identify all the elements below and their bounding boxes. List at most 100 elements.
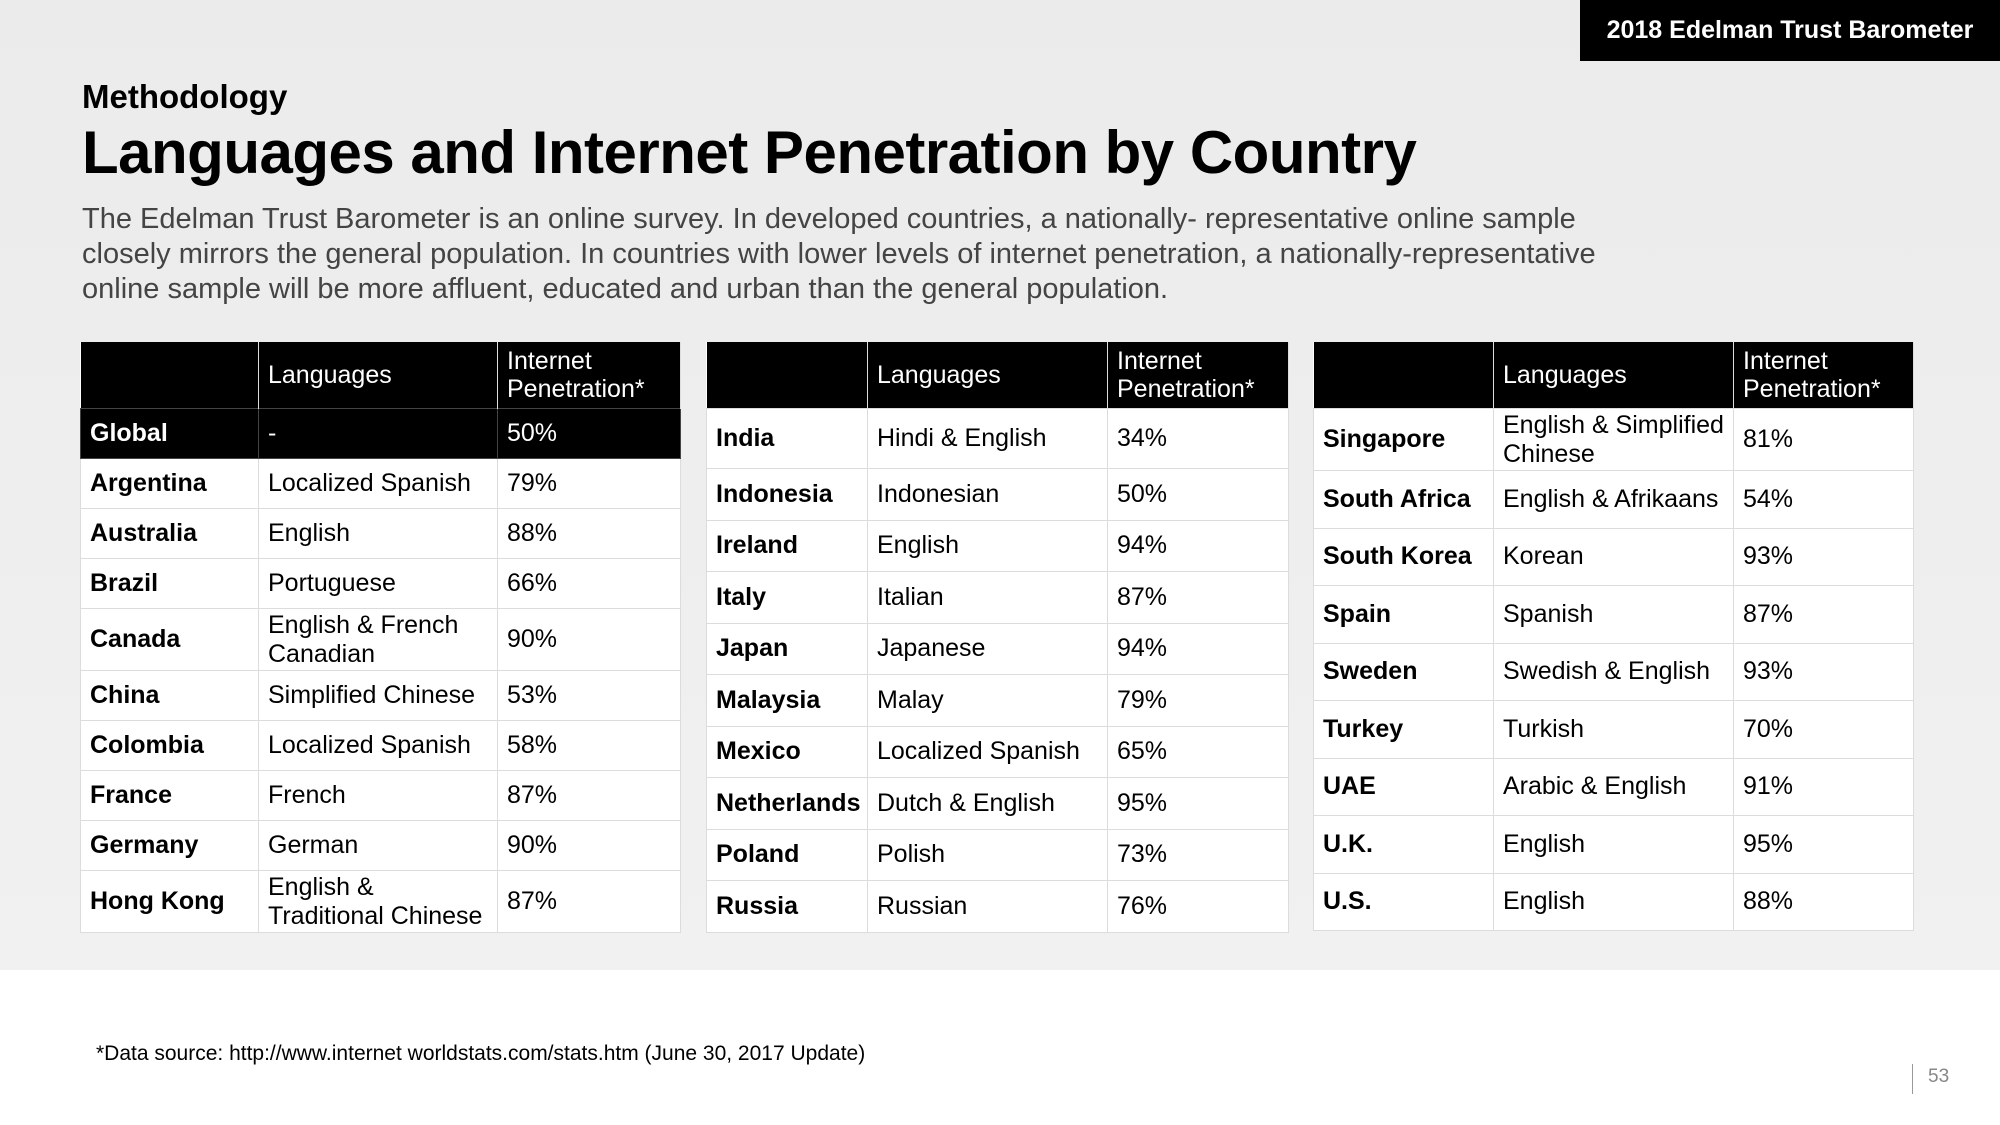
languages-cell: Swedish & English bbox=[1493, 642, 1734, 701]
country-cell: U.S. bbox=[1313, 872, 1494, 931]
header-country bbox=[80, 342, 259, 409]
languages-cell: Turkish bbox=[1493, 700, 1734, 759]
penetration-cell: 95% bbox=[1107, 777, 1289, 830]
country-cell: Russia bbox=[706, 880, 868, 933]
table-row: France French 87% bbox=[80, 770, 681, 821]
country-cell: Germany bbox=[80, 820, 259, 871]
header-country bbox=[706, 342, 868, 409]
languages-cell: Spanish bbox=[1493, 585, 1734, 644]
table-row: Sweden Swedish & English 93% bbox=[1313, 642, 1914, 701]
country-table-2: Languages Internet Penetration* India Hi… bbox=[706, 342, 1289, 933]
table-row: South Korea Korean 93% bbox=[1313, 527, 1914, 586]
country-cell: Canada bbox=[80, 608, 259, 671]
table-row: China Simplified Chinese 53% bbox=[80, 670, 681, 721]
table-row: Canada English & French Canadian 90% bbox=[80, 608, 681, 671]
country-cell: Mexico bbox=[706, 725, 868, 778]
table-row: Netherlands Dutch & English 95% bbox=[706, 777, 1289, 830]
country-cell: Argentina bbox=[80, 458, 259, 509]
languages-cell: English & Traditional Chinese bbox=[258, 870, 498, 933]
page-number-divider bbox=[1912, 1064, 1913, 1094]
penetration-cell: 76% bbox=[1107, 880, 1289, 933]
table-header-row: Languages Internet Penetration* bbox=[706, 342, 1289, 409]
country-cell: Netherlands bbox=[706, 777, 868, 830]
page-title: Languages and Internet Penetration by Co… bbox=[82, 119, 1417, 186]
table-header-row: Languages Internet Penetration* bbox=[80, 342, 681, 409]
brand-badge: 2018 Edelman Trust Barometer bbox=[1580, 0, 2000, 61]
table-row: U.K. English 95% bbox=[1313, 815, 1914, 874]
penetration-cell: 87% bbox=[1733, 585, 1914, 644]
header-languages: Languages bbox=[867, 342, 1108, 409]
page-number: 53 bbox=[1928, 1066, 1950, 1087]
table-row: Ireland English 94% bbox=[706, 519, 1289, 572]
languages-cell: Localized Spanish bbox=[867, 725, 1108, 778]
penetration-cell: 87% bbox=[497, 870, 681, 933]
country-cell: U.K. bbox=[1313, 815, 1494, 874]
languages-cell: Arabic & English bbox=[1493, 757, 1734, 816]
languages-cell: English bbox=[1493, 815, 1734, 874]
table-row: Brazil Portuguese 66% bbox=[80, 558, 681, 609]
table-row: Russia Russian 76% bbox=[706, 880, 1289, 933]
languages-cell: English bbox=[867, 519, 1108, 572]
languages-cell: Localized Spanish bbox=[258, 720, 498, 771]
header-languages: Languages bbox=[1493, 342, 1734, 409]
penetration-cell: 81% bbox=[1733, 408, 1914, 471]
table-row: UAE Arabic & English 91% bbox=[1313, 757, 1914, 816]
languages-cell: Italian bbox=[867, 571, 1108, 624]
table-row: Colombia Localized Spanish 58% bbox=[80, 720, 681, 771]
country-cell: Ireland bbox=[706, 519, 868, 572]
penetration-cell: 93% bbox=[1733, 527, 1914, 586]
penetration-cell: 79% bbox=[497, 458, 681, 509]
penetration-cell: 88% bbox=[497, 508, 681, 559]
languages-cell: English bbox=[258, 508, 498, 559]
table-row: Argentina Localized Spanish 79% bbox=[80, 458, 681, 509]
penetration-cell: 54% bbox=[1733, 470, 1914, 529]
country-cell: South Africa bbox=[1313, 470, 1494, 529]
table-row: India Hindi & English 34% bbox=[706, 408, 1289, 469]
languages-cell: Simplified Chinese bbox=[258, 670, 498, 721]
languages-cell: Portuguese bbox=[258, 558, 498, 609]
header-penetration: Internet Penetration* bbox=[1107, 342, 1289, 409]
data-source-footnote: *Data source: http://www.internet worlds… bbox=[96, 1042, 866, 1065]
table-row: Italy Italian 87% bbox=[706, 571, 1289, 624]
languages-cell: French bbox=[258, 770, 498, 821]
penetration-cell: 93% bbox=[1733, 642, 1914, 701]
penetration-cell: 65% bbox=[1107, 725, 1289, 778]
table-row: U.S. English 88% bbox=[1313, 872, 1914, 931]
table-row: Poland Polish 73% bbox=[706, 828, 1289, 881]
penetration-cell: 87% bbox=[1107, 571, 1289, 624]
country-table-3: Languages Internet Penetration* Singapor… bbox=[1313, 342, 1914, 931]
languages-cell: Indonesian bbox=[867, 468, 1108, 521]
penetration-cell: 70% bbox=[1733, 700, 1914, 759]
table-row: Australia English 88% bbox=[80, 508, 681, 559]
country-cell: France bbox=[80, 770, 259, 821]
languages-cell: English & Simplified Chinese bbox=[1493, 408, 1734, 471]
header-languages: Languages bbox=[258, 342, 498, 409]
penetration-cell: 79% bbox=[1107, 674, 1289, 727]
penetration-cell: 91% bbox=[1733, 757, 1914, 816]
penetration-cell: 66% bbox=[497, 558, 681, 609]
table-row: Turkey Turkish 70% bbox=[1313, 700, 1914, 759]
languages-cell: - bbox=[258, 408, 498, 459]
languages-cell: Polish bbox=[867, 828, 1108, 881]
languages-cell: English & French Canadian bbox=[258, 608, 498, 671]
penetration-cell: 94% bbox=[1107, 519, 1289, 572]
table-row: Japan Japanese 94% bbox=[706, 622, 1289, 675]
penetration-cell: 90% bbox=[497, 820, 681, 871]
penetration-cell: 87% bbox=[497, 770, 681, 821]
languages-cell: Japanese bbox=[867, 622, 1108, 675]
languages-cell: Dutch & English bbox=[867, 777, 1108, 830]
table-row: Singapore English & Simplified Chinese 8… bbox=[1313, 408, 1914, 471]
country-cell: UAE bbox=[1313, 757, 1494, 816]
country-cell: Poland bbox=[706, 828, 868, 881]
country-cell: Sweden bbox=[1313, 642, 1494, 701]
languages-cell: English bbox=[1493, 872, 1734, 931]
penetration-cell: 50% bbox=[1107, 468, 1289, 521]
header-country bbox=[1313, 342, 1494, 409]
penetration-cell: 88% bbox=[1733, 872, 1914, 931]
languages-cell: German bbox=[258, 820, 498, 871]
country-cell: Brazil bbox=[80, 558, 259, 609]
country-cell: Japan bbox=[706, 622, 868, 675]
languages-cell: Malay bbox=[867, 674, 1108, 727]
country-cell: Global bbox=[80, 408, 259, 459]
languages-cell: English & Afrikaans bbox=[1493, 470, 1734, 529]
